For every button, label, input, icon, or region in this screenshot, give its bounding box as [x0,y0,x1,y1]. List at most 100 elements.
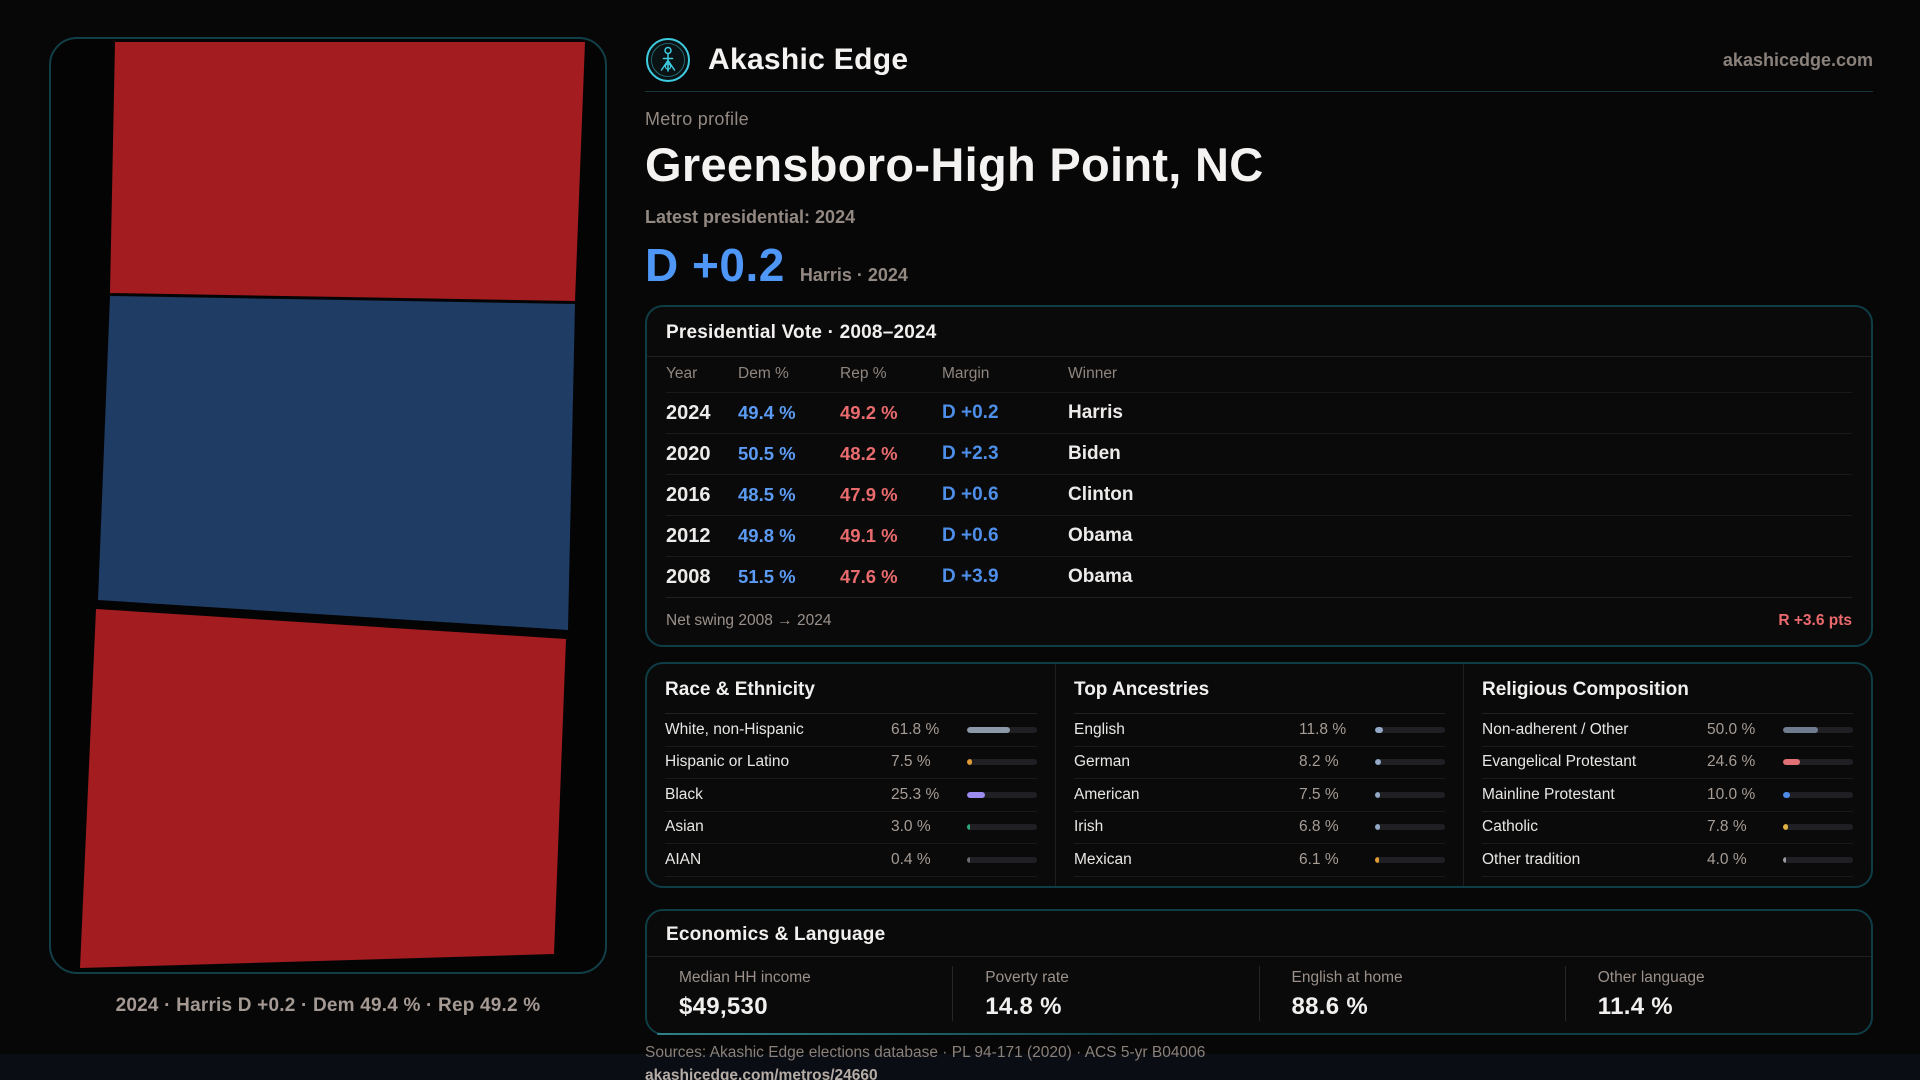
stat-value: 88.6 % [1291,992,1369,1020]
econ-stats-row: Median HH income $49,530 Poverty rate 14… [647,957,1871,1033]
col-header-dem: Dem % [738,365,789,382]
demo-bar-track [1783,726,1853,733]
demo-value: 0.4 % [891,850,931,868]
list-item: White, non-Hispanic 61.8 % [665,714,1037,747]
demo-bar-fill [967,726,1011,733]
list-item: English 11.8 % [1074,714,1445,747]
list-item: Mainline Protestant 10.0 % [1482,779,1853,812]
stat-label: Poverty rate [985,968,1069,986]
brand-domain: akashicedge.com [1722,49,1873,70]
demo-bar-track [1375,759,1445,766]
akashic-edge-logo-icon [646,38,690,82]
demo-bar-fill [1375,791,1381,798]
demo-bar-track [1783,856,1853,863]
demo-bar-fill [1375,759,1381,766]
list-item: Other tradition 4.0 % [1482,844,1853,877]
demo-bar-fill [967,856,970,863]
stat-cell: Median HH income $49,530 [647,966,952,1021]
stat-cell: Poverty rate 14.8 % [952,965,1258,1021]
demo-label: Hispanic or Latino [665,753,790,771]
bottom-strip [0,1054,1920,1080]
demo-value: 10.0 % [1707,785,1756,803]
table-row: 2008 51.5 % 47.6 % D +3.9 Obama [666,556,1852,597]
cell-dem-pct: 49.4 % [738,402,796,423]
county-choropleth-map [80,42,585,968]
demographics-section-title: Religious Composition [1482,679,1853,714]
economics-panel: Economics & Language Median HH income $4… [645,908,1873,1035]
cell-margin: D +3.9 [942,566,999,587]
table-row: 2020 50.5 % 48.2 % D +2.3 Biden [666,433,1852,474]
cell-dem-pct: 51.5 % [738,566,796,587]
demographics-panel: Race & Ethnicity White, non-Hispanic 61.… [645,662,1873,888]
demographics-section-title: Race & Ethnicity [665,679,1037,714]
demo-label: Evangelical Protestant [1482,753,1637,771]
cell-rep-pct: 49.1 % [840,525,898,546]
demo-value: 6.1 % [1299,850,1339,868]
stat-value: $49,530 [679,992,768,1020]
demo-bar-fill [1375,856,1380,863]
cell-dem-pct: 50.5 % [738,443,796,464]
cell-dem-pct: 49.8 % [738,525,796,546]
demo-label: Catholic [1482,818,1538,836]
map-region-south [80,609,566,968]
permalink[interactable]: akashicedge.com/metros/24660 [645,1066,878,1080]
list-item: Mexican 6.1 % [1074,844,1445,877]
demo-bar-track [1783,824,1853,831]
demo-value: 61.8 % [891,720,940,738]
headline-margin: D +0.2 [645,239,785,291]
stat-value: 14.8 % [985,992,1062,1020]
list-item: German 8.2 % [1074,747,1445,779]
list-item: Asian 3.0 % [665,812,1037,844]
demo-bar-track [1375,791,1445,798]
econ-accent-glow [657,1032,1172,1035]
map-column: 2024 · Harris D +0.2 · Dem 49.4 % · Rep … [49,37,607,1080]
demo-bar-track [1783,791,1853,798]
demo-bar-track [1375,726,1445,733]
list-item: Irish 6.8 % [1074,812,1445,844]
demo-bar-fill [1783,824,1789,831]
demographics-section: Top Ancestries English 11.8 % German 8.2… [1055,664,1463,886]
vote-table-header: Year Dem % Rep % Margin Winner [666,357,1852,392]
sources-line: Sources: Akashic Edge elections database… [645,1043,1206,1061]
cell-year: 2012 [666,524,711,547]
economics-title: Economics & Language [647,911,1871,957]
demo-value: 7.5 % [891,753,931,771]
demo-bar-track [967,856,1037,863]
cell-year: 2024 [666,401,711,424]
cell-winner: Harris [1068,402,1123,423]
cell-dem-pct: 48.5 % [738,484,796,505]
stat-value: 11.4 % [1597,992,1673,1020]
demo-label: Mainline Protestant [1482,785,1615,803]
metro-map-panel [49,37,607,974]
cell-year: 2008 [666,565,711,588]
demo-label: Non-adherent / Other [1482,720,1629,738]
demo-label: AIAN [665,850,702,868]
stat-label: Other language [1597,968,1705,986]
net-swing-label: Net swing 2008 → 2024 [666,612,832,629]
cell-rep-pct: 47.6 % [840,566,898,587]
vote-table-body: 2024 49.4 % 49.2 % D +0.2 Harris 2020 50… [647,392,1871,597]
demographics-rows: White, non-Hispanic 61.8 % Hispanic or L… [665,714,1037,877]
list-item: American 7.5 % [1074,779,1445,812]
net-swing-value: R +3.6 pts [1778,612,1852,629]
cell-winner: Biden [1068,443,1121,464]
demo-label: Asian [665,818,704,836]
demographics-rows: English 11.8 % German 8.2 % American 7.5… [1074,714,1445,877]
header: Akashic Edge akashicedge.com [645,37,1873,92]
demo-bar-track [967,824,1037,831]
demo-bar-track [1783,759,1853,766]
demo-label: Other tradition [1482,850,1581,868]
demo-bar-fill [967,791,985,798]
latest-presidential-label: Latest presidential: 2024 [645,207,856,227]
table-row: 2024 49.4 % 49.2 % D +0.2 Harris [666,392,1852,433]
demo-value: 3.0 % [891,818,931,836]
demo-bar-fill [967,759,973,766]
cell-rep-pct: 47.9 % [840,484,898,505]
map-region-central [98,296,575,630]
demo-bar-track [1375,856,1445,863]
brand-name: Akashic Edge [708,43,909,76]
demo-label: Black [665,785,703,803]
stat-cell: Other language 11.4 % [1564,965,1871,1021]
demo-label: American [1074,785,1140,803]
cell-margin: D +2.3 [942,443,999,464]
